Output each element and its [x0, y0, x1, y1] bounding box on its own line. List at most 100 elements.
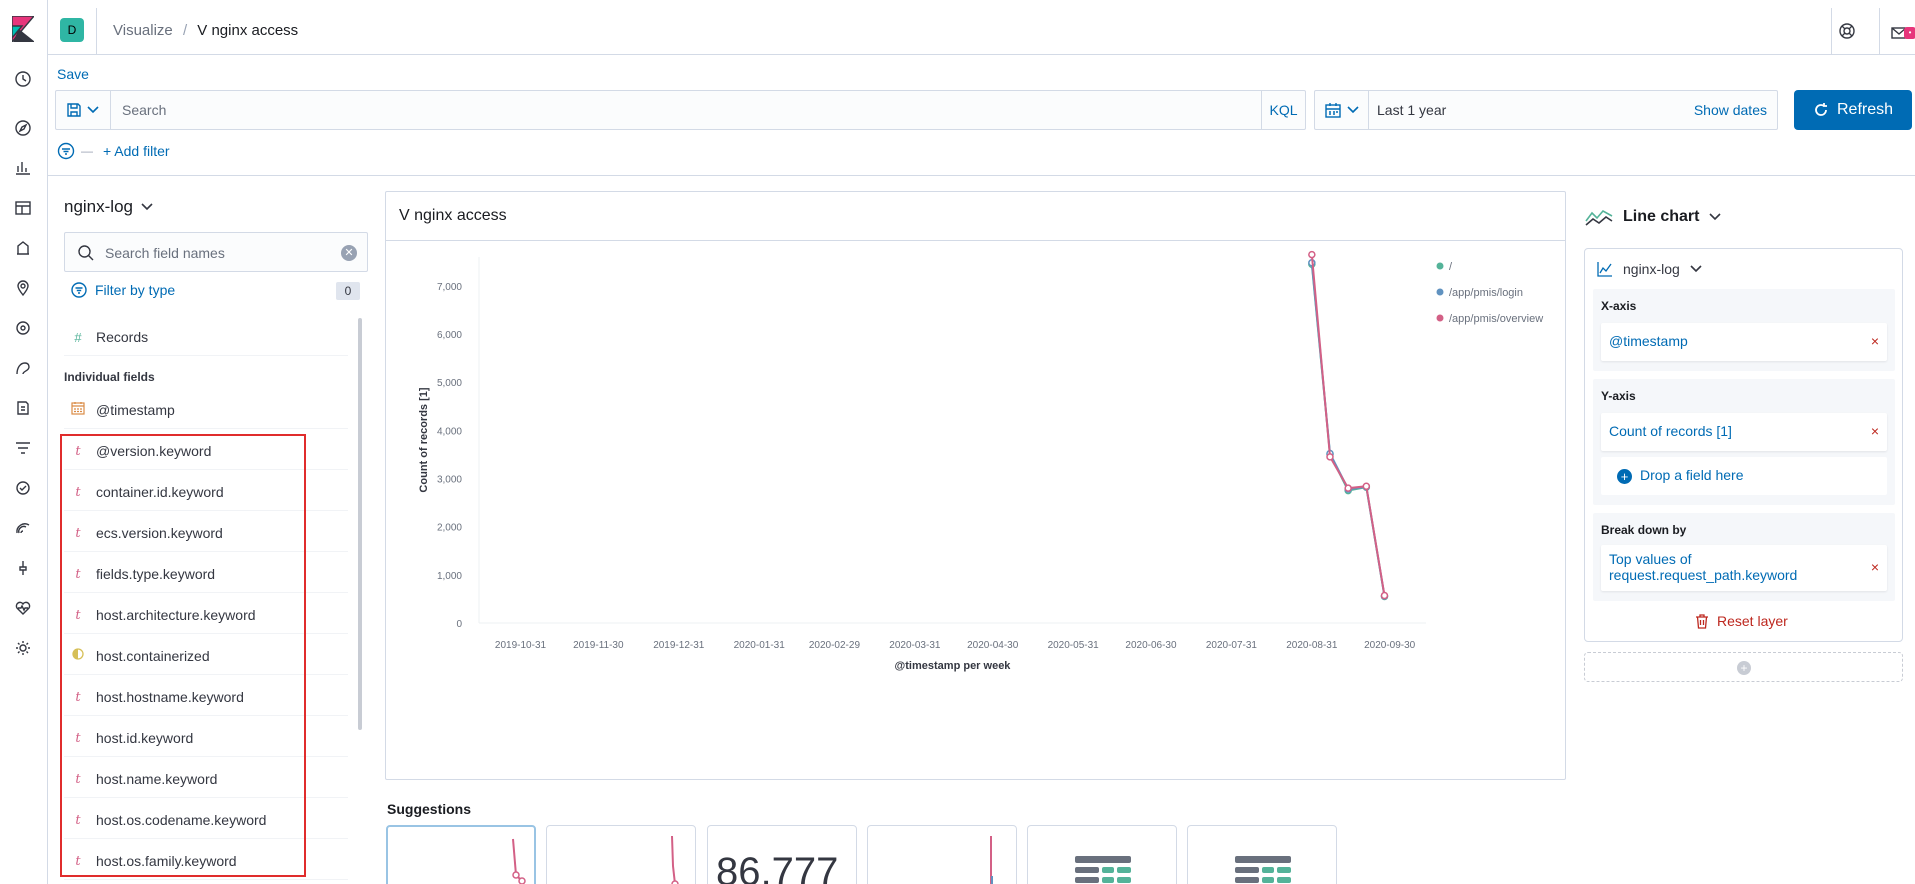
drop-field-target[interactable]: + Drop a field here — [1601, 457, 1887, 495]
x-tick-label: 2019-10-31 — [495, 640, 547, 651]
x-tick-label: 2020-06-30 — [1125, 640, 1177, 651]
breakdown-dimension[interactable]: Top values of request.request_path.keywo… — [1601, 545, 1887, 591]
x-axis-dimension[interactable]: @timestamp × — [1601, 323, 1887, 361]
help-icon[interactable] — [1838, 22, 1856, 40]
newsfeed-mail-icon[interactable]: • — [1890, 22, 1915, 40]
ml-icon[interactable] — [14, 319, 32, 337]
recent-icon[interactable] — [14, 70, 32, 88]
y-tick-label: 2,000 — [437, 523, 462, 534]
suggestion-table[interactable] — [1027, 825, 1177, 884]
remove-y-axis-icon[interactable]: × — [1870, 423, 1879, 439]
legend-marker — [1436, 314, 1444, 322]
line-chart-icon — [1585, 209, 1613, 226]
field-item[interactable]: t container.id.keyword — [64, 474, 348, 510]
field-item[interactable]: t host.os.codename.keyword — [64, 802, 348, 838]
visualize-icon[interactable] — [14, 158, 32, 176]
field-name: host.os.codename.keyword — [96, 812, 267, 828]
filter-dash: — — [81, 144, 93, 158]
field-item[interactable]: t ecs.version.keyword — [64, 515, 348, 551]
show-dates-link[interactable]: Show dates — [1693, 102, 1767, 118]
breadcrumb-visualize[interactable]: Visualize — [113, 22, 173, 39]
x-tick-label: 2020-01-31 — [734, 640, 786, 651]
field-name: ecs.version.keyword — [96, 525, 223, 541]
data-point — [1344, 484, 1352, 492]
refresh-button[interactable]: Refresh — [1794, 90, 1912, 130]
filter-by-type-button[interactable]: Filter by type — [71, 282, 175, 298]
kibana-logo[interactable] — [12, 16, 34, 42]
data-point — [1380, 591, 1389, 600]
remove-x-axis-icon[interactable]: × — [1870, 333, 1879, 349]
filter-options-icon[interactable] — [57, 142, 75, 160]
maps-icon[interactable] — [14, 279, 32, 297]
plus-circle-icon: + — [1617, 468, 1632, 484]
siem-icon[interactable] — [14, 519, 32, 537]
x-tick-label: 2020-03-31 — [889, 640, 941, 651]
search-input[interactable] — [122, 100, 1222, 120]
infrastructure-icon[interactable] — [14, 359, 32, 377]
line-chart-small-icon — [1597, 262, 1612, 277]
chart-panel-divider — [386, 240, 1565, 241]
records-field[interactable]: # Records — [64, 319, 348, 355]
space-avatar[interactable]: D — [60, 18, 84, 42]
field-item[interactable]: host.containerized — [64, 638, 348, 674]
field-item[interactable]: t host.os.family.keyword — [64, 843, 348, 879]
suggestion-bar-chart[interactable] — [867, 825, 1017, 884]
remove-breakdown-icon[interactable]: × — [1870, 559, 1879, 575]
monitoring-icon[interactable] — [14, 599, 32, 617]
quick-select-menu[interactable] — [1315, 91, 1369, 129]
y-axis-dimension[interactable]: Count of records [1] × — [1601, 413, 1887, 451]
canvas-icon[interactable] — [14, 239, 32, 257]
discover-icon[interactable] — [14, 119, 32, 137]
field-item[interactable]: t fields.type.keyword — [64, 556, 348, 592]
kql-toggle[interactable]: KQL — [1261, 91, 1305, 129]
add-filter-button[interactable]: + Add filter — [103, 143, 170, 159]
suggestion-line-chart-alt[interactable] — [546, 825, 696, 884]
reset-layer-button[interactable]: Reset layer — [1695, 613, 1788, 629]
apm-icon[interactable] — [14, 439, 32, 457]
boolean-icon — [64, 648, 92, 664]
suggestion-table-alt[interactable] — [1187, 825, 1337, 884]
field-name: host.os.family.keyword — [96, 853, 237, 869]
string-type-icon: t — [75, 689, 81, 705]
filter-by-type-label: Filter by type — [95, 282, 176, 298]
line-chart: 0 1,000 2,000 3,000 4,000 5,000 6,000 7,000 2019… — [418, 250, 1543, 672]
x-tick-label: 2020-02-29 — [809, 640, 861, 651]
suggestion-line-chart[interactable] — [386, 825, 536, 884]
x-axis-title: @timestamp per week — [895, 660, 1012, 672]
index-pattern-selector[interactable]: nginx-log — [64, 197, 153, 217]
management-gear-icon[interactable] — [14, 639, 32, 657]
field-search-input[interactable] — [105, 243, 325, 263]
field-item[interactable]: t host.hostname.keyword — [64, 679, 348, 715]
x-tick-label: 2020-07-31 — [1206, 640, 1258, 651]
chevron-down-icon — [141, 203, 153, 211]
y-tick-label: 4,000 — [437, 426, 462, 437]
saved-query-menu[interactable] — [56, 91, 111, 129]
dev-tools-icon[interactable] — [14, 559, 32, 577]
field-item[interactable]: @timestamp — [64, 392, 348, 428]
search-icon — [78, 245, 94, 261]
field-item[interactable]: t host.architecture.keyword — [64, 597, 348, 633]
field-list-scrollbar[interactable] — [358, 318, 362, 730]
logs-icon[interactable] — [14, 399, 32, 417]
add-layer-button[interactable]: + — [1584, 652, 1903, 682]
date-range-text[interactable]: Last 1 year — [1377, 102, 1447, 118]
breakdown-label: Break down by — [1601, 523, 1687, 537]
suggestion-metric[interactable]: 86,777 — [707, 825, 857, 884]
layer-index-name: nginx-log — [1623, 261, 1680, 277]
dashboard-icon[interactable] — [14, 199, 32, 217]
field-item[interactable]: t @version.keyword — [64, 433, 348, 469]
individual-fields-heading: Individual fields — [64, 370, 155, 384]
data-point — [1308, 250, 1316, 259]
x-axis-value: @timestamp — [1609, 333, 1688, 349]
y-tick-label: 5,000 — [437, 378, 462, 389]
layer-index-selector[interactable]: nginx-log — [1597, 261, 1702, 277]
chart-type-switcher[interactable]: Line chart — [1585, 207, 1722, 227]
clear-search-icon[interactable]: ✕ — [341, 245, 357, 261]
save-link[interactable]: Save — [57, 66, 89, 82]
field-name: host.hostname.keyword — [96, 689, 244, 705]
field-item[interactable]: t host.name.keyword — [64, 761, 348, 797]
field-item[interactable]: t host.id.keyword — [64, 720, 348, 756]
y-axis-section: Y-axis Count of records [1] × + Drop a fi… — [1593, 379, 1895, 505]
uptime-icon[interactable] — [14, 479, 32, 497]
